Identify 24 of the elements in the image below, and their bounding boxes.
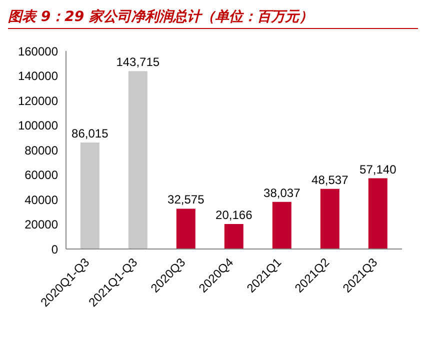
data-label: 57,140 (360, 162, 397, 176)
y-tick-label: 160000 (18, 44, 58, 58)
data-label: 143,715 (116, 55, 160, 70)
chart-title: 图表 9：29 家公司净利润总计（单位：百万元） (8, 8, 418, 29)
bar (320, 188, 340, 249)
data-label: 86,015 (72, 126, 109, 141)
data-label: 20,166 (216, 208, 253, 222)
data-label: 38,037 (264, 186, 301, 200)
bar (272, 202, 292, 249)
data-label: 32,575 (168, 192, 205, 207)
bar (224, 224, 244, 249)
bar (176, 208, 196, 249)
bar (368, 178, 388, 249)
bar (80, 142, 100, 249)
y-tick-label: 60000 (24, 168, 58, 182)
y-tick-label: 120000 (18, 94, 58, 108)
y-tick-label: 20000 (24, 218, 58, 232)
y-tick-label: 80000 (24, 143, 58, 158)
y-tick-label: 140000 (18, 69, 58, 84)
y-tick-label: 100000 (18, 118, 58, 133)
bar (128, 71, 148, 249)
data-label: 48,537 (312, 172, 349, 187)
y-tick-label: 0 (51, 242, 58, 256)
y-tick-label: 40000 (24, 192, 58, 207)
